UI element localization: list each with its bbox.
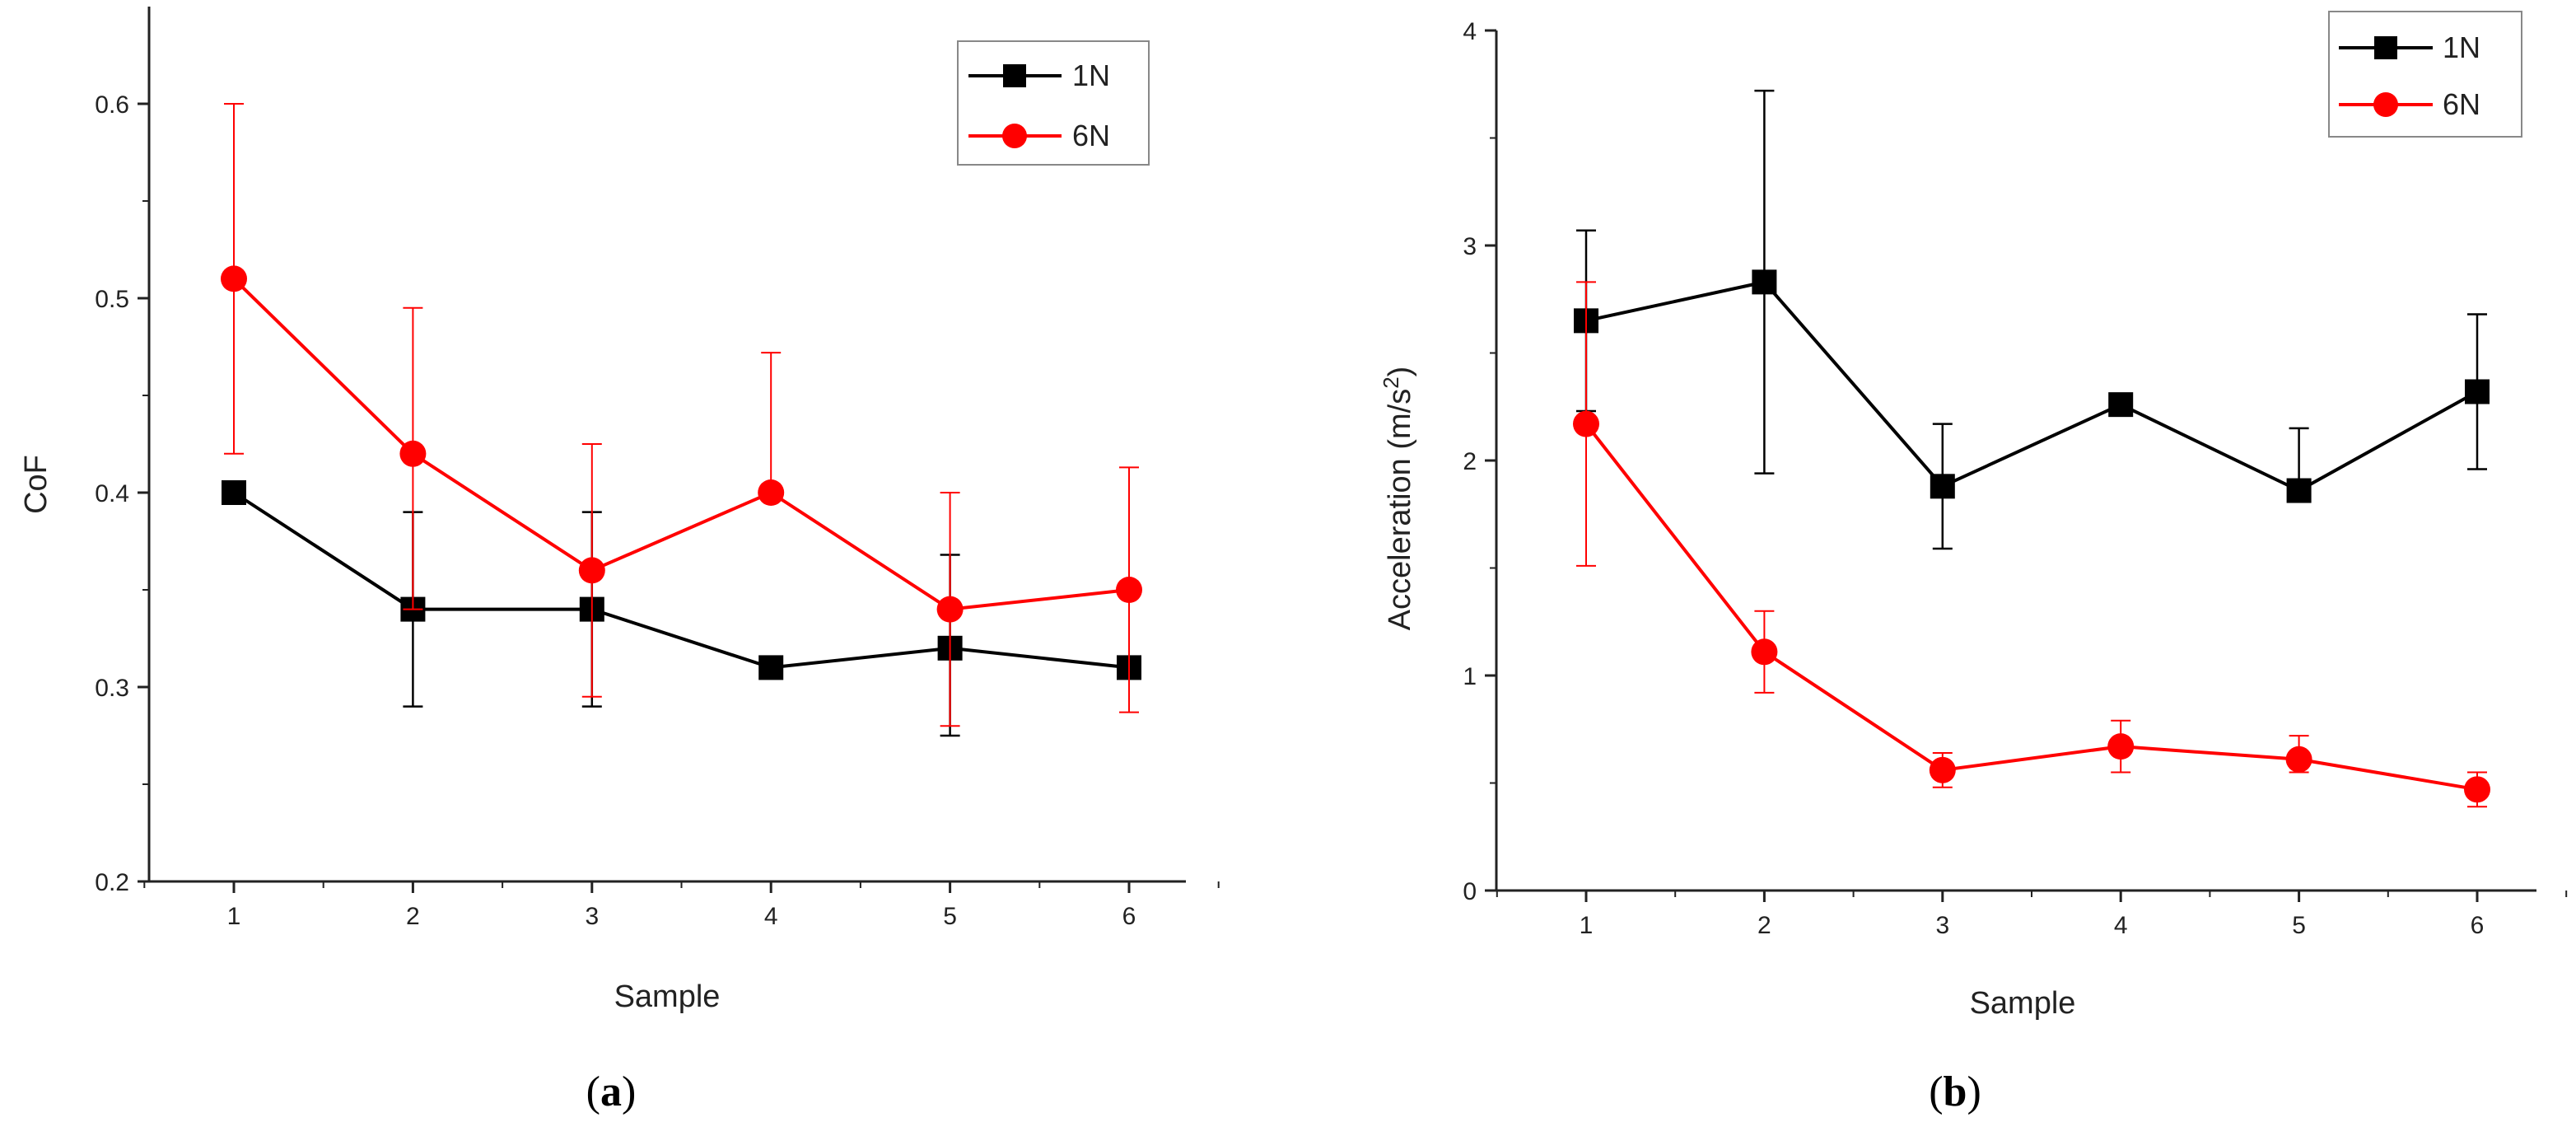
- legend-swatch-square-marker: [2374, 36, 2397, 59]
- data-point-circle: [1929, 756, 1956, 783]
- y-tick-label: 0: [1463, 878, 1477, 905]
- data-point-circle: [1751, 638, 1778, 666]
- legend-swatch-square-marker: [1003, 64, 1026, 87]
- series-1n: [1574, 89, 2490, 550]
- data-point-circle: [1116, 577, 1142, 603]
- data-point-square: [222, 480, 246, 505]
- data-point-circle: [1573, 410, 1599, 437]
- x-tick-label: 2: [406, 903, 420, 930]
- data-point-circle: [2107, 733, 2135, 760]
- chart-b-ticks: [1485, 29, 2568, 902]
- x-tick-label: 5: [2292, 912, 2306, 939]
- y-tick-label: 3: [1463, 233, 1477, 260]
- chart-b-x-axis-title: Sample: [1970, 986, 2076, 1021]
- data-point-circle: [578, 557, 605, 584]
- y-axis-title-text: Acceleration (m/s: [1383, 389, 1417, 631]
- legend-label-6n: 6N: [2443, 87, 2480, 121]
- data-point-circle: [936, 596, 964, 623]
- x-tick-label: 6: [1122, 903, 1136, 930]
- data-point-circle: [2285, 746, 2312, 773]
- legend-swatch-circle-marker: [1002, 124, 1027, 148]
- x-tick-label: 4: [2114, 912, 2128, 939]
- data-point-square: [2108, 392, 2134, 418]
- chart-a-marks: [221, 103, 1142, 737]
- chart-b-y-axis-title: Acceleration (m/s2): [1379, 367, 1417, 631]
- chart-a-legend: 1N 6N: [957, 40, 1150, 166]
- series-line: [232, 277, 1130, 611]
- x-tick-label: 4: [764, 903, 778, 930]
- panel-label-b: (b): [1929, 1068, 1981, 1115]
- series-6n: [221, 103, 1142, 727]
- series-6n: [1573, 281, 2490, 808]
- panel-label-a: (a): [586, 1068, 637, 1115]
- x-tick-label: 6: [2471, 912, 2485, 939]
- series-1n: [222, 480, 1141, 737]
- chart-b-marks: [1573, 89, 2490, 808]
- y-axis-title-suffix: ): [1383, 367, 1417, 377]
- y-tick-label: 0.3: [95, 675, 129, 702]
- y-tick-label: 0.2: [95, 869, 129, 896]
- data-point-circle: [2464, 776, 2490, 803]
- x-tick-label: 5: [943, 903, 957, 930]
- x-tick-label: 2: [1757, 912, 1771, 939]
- data-point-circle: [758, 479, 785, 506]
- chart-a-y-axis-title: CoF: [19, 455, 54, 514]
- y-tick-label: 0.4: [95, 480, 129, 507]
- panel-label-letter: b: [1944, 1068, 1967, 1115]
- y-tick-label: 4: [1463, 18, 1477, 45]
- panel-label-close-paren: ): [622, 1068, 636, 1115]
- data-point-square: [1752, 269, 1777, 295]
- series-line: [1584, 423, 2478, 792]
- x-tick-label: 1: [227, 903, 241, 930]
- x-tick-label: 1: [1580, 912, 1594, 939]
- legend-swatch-circle-marker: [2373, 92, 2398, 117]
- y-tick-label: 0.6: [95, 91, 129, 119]
- legend-frame: [957, 40, 1150, 166]
- chart-panel-a: 0.2 0.3 0.4 0.5 0.6 1 2 3 4 5 6 Sample C…: [19, 7, 1220, 1115]
- y-tick-label: 0.5: [95, 286, 129, 313]
- panel-label-letter: a: [600, 1068, 622, 1115]
- y-tick-label: 1: [1463, 663, 1477, 690]
- data-point-square: [1930, 474, 1955, 499]
- chart-b-legend: 1N 6N: [2328, 11, 2522, 138]
- legend-label-6n: 6N: [1072, 119, 1110, 152]
- chart-a-ticks: [138, 102, 1220, 893]
- series-line: [1585, 280, 2478, 493]
- chart-panel-b: 0 1 2 3 4 1 2 3 4 5 6 Sample Acceleratio…: [1379, 11, 2568, 1115]
- panel-label-open-paren: (: [586, 1068, 600, 1115]
- panel-label-open-paren: (: [1929, 1068, 1943, 1115]
- panel-label-close-paren: ): [1967, 1068, 1981, 1115]
- data-point-square: [758, 655, 784, 680]
- y-axis-title-superscript: 2: [1379, 376, 1403, 388]
- data-point-circle: [221, 265, 247, 292]
- data-point-square: [2286, 478, 2312, 503]
- series-line: [232, 491, 1130, 670]
- legend-frame: [2328, 11, 2522, 138]
- y-tick-label: 2: [1463, 448, 1477, 475]
- data-point-square: [2465, 379, 2490, 404]
- legend-label-1n: 1N: [2443, 30, 2480, 64]
- x-tick-label: 3: [1935, 912, 1949, 939]
- chart-a-x-axis-title: Sample: [614, 979, 721, 1014]
- legend-label-1n: 1N: [1072, 58, 1110, 92]
- data-point-circle: [399, 440, 427, 467]
- x-tick-label: 3: [585, 903, 599, 930]
